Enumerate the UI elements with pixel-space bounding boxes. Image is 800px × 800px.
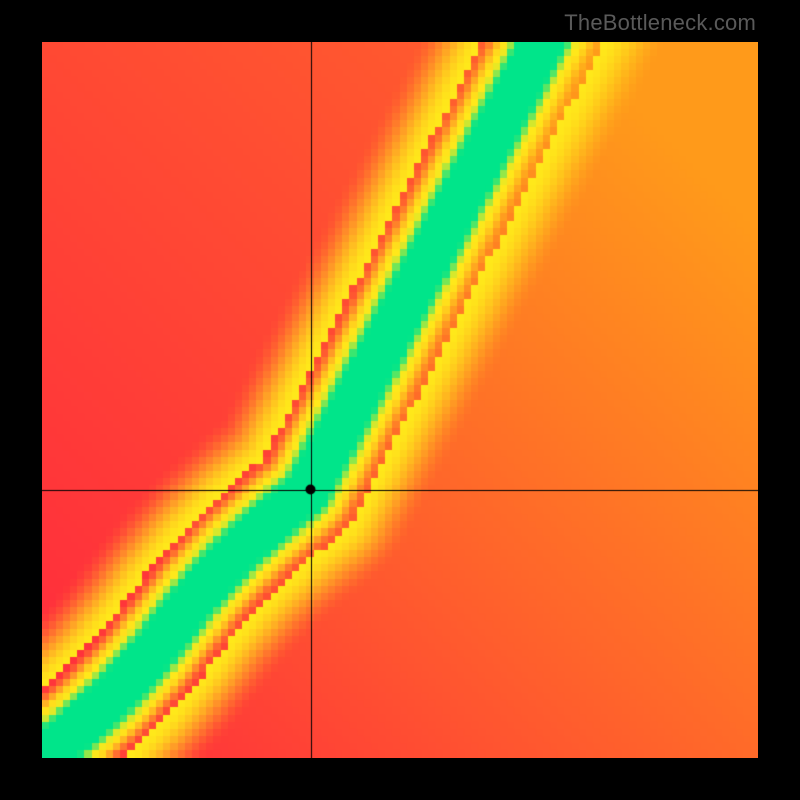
- bottleneck-heatmap: [42, 42, 758, 758]
- watermark-text: TheBottleneck.com: [564, 10, 756, 36]
- chart-stage: TheBottleneck.com: [0, 0, 800, 800]
